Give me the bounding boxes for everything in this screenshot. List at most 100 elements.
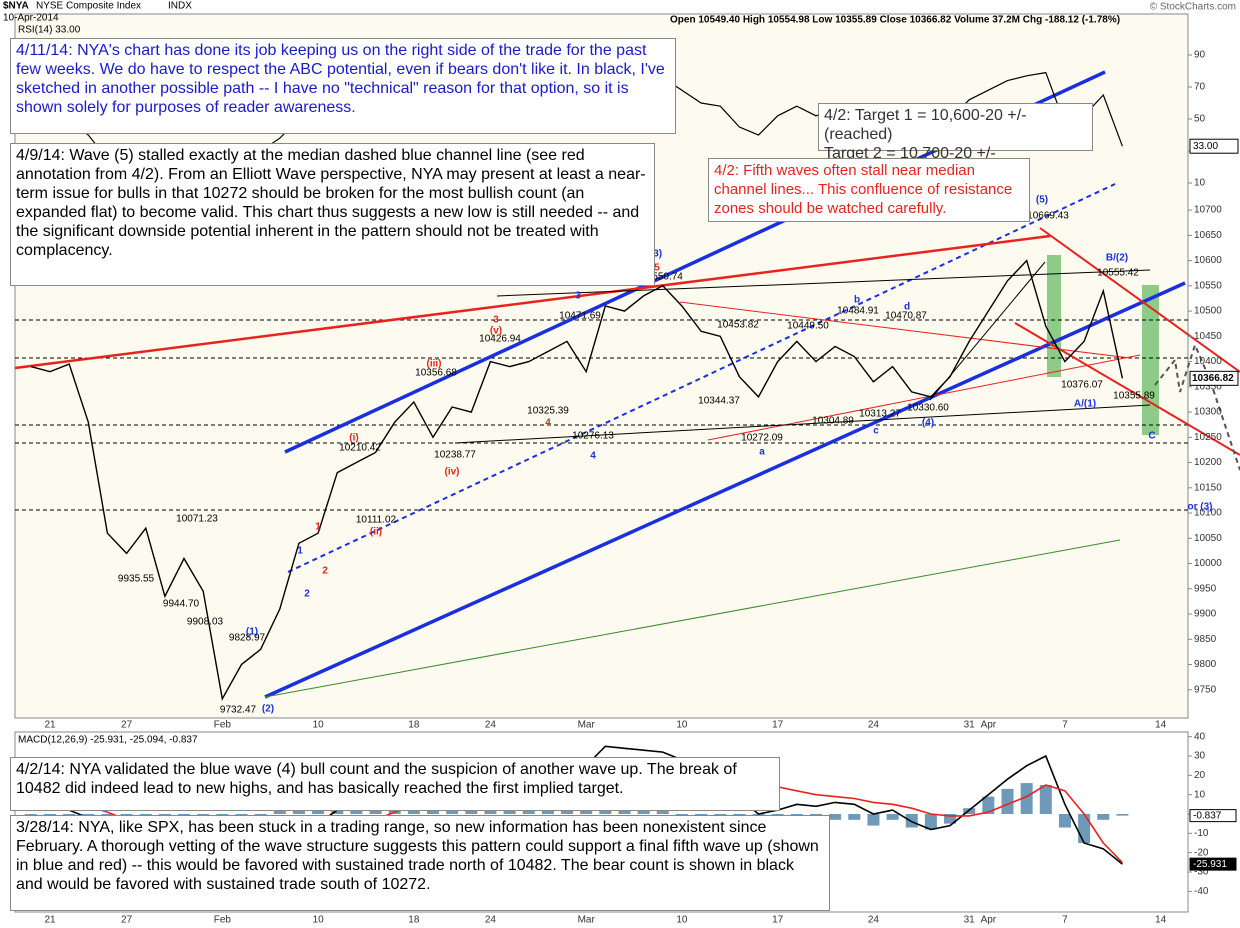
x-tick-label: Apr: [981, 720, 997, 731]
index-name: NYSE Composite Index: [36, 1, 141, 12]
symbol: $NYA: [3, 1, 29, 12]
quote: Open 10549.40 High 10554.98 Low 10355.89…: [670, 15, 1120, 26]
x-tick-label: Feb: [214, 915, 232, 926]
y-tick-label: 50: [1194, 114, 1206, 125]
histogram-bar: [675, 814, 688, 816]
histogram-bar: [580, 808, 593, 814]
price-label: 10210.42: [339, 443, 381, 454]
exchange: INDX: [168, 1, 192, 12]
wave-label: or (3): [1188, 502, 1213, 513]
y-tick-label: 10650: [1194, 230, 1222, 241]
histogram-bar: [1058, 814, 1071, 828]
wave-label: a: [759, 447, 765, 458]
trend-line: [679, 301, 1131, 359]
histogram-bar: [886, 814, 899, 820]
note: 3/28/14: NYA, like SPX, has been stuck i…: [10, 815, 830, 911]
note: 4/11/14: NYA's chart has done its job ke…: [10, 38, 676, 134]
value-tag-label: 10366.82: [1192, 373, 1234, 384]
y-tick-label: 10150: [1194, 482, 1222, 493]
histogram-bar: [1097, 814, 1110, 820]
y-tick-label: 10700: [1194, 205, 1222, 216]
price-label: 10344.37: [698, 396, 740, 407]
value-tag-label: -25.931: [1193, 859, 1227, 870]
y-tick-label: 9800: [1194, 659, 1217, 670]
x-tick-label: 24: [868, 720, 880, 731]
y-tick-label: -40: [1194, 886, 1209, 897]
channel-line: [1014, 322, 1240, 456]
y-tick-label: 9750: [1194, 684, 1217, 695]
note-line: Target 2 = 10,700-20 +/-: [824, 145, 996, 162]
resistance-line: [14, 234, 1051, 370]
x-tick-label: 10: [313, 720, 325, 731]
wave-label: (iv): [445, 467, 460, 478]
price-label: 10272.09: [741, 433, 783, 444]
x-tick-label: 21: [44, 720, 56, 731]
note: 4/2: Fifth waves often stall near median…: [708, 158, 1030, 222]
note: 4/2/14: NYA validated the blue wave (4) …: [10, 757, 780, 811]
value-tag: [1189, 370, 1239, 386]
rsi-title: RSI(14) 33.00: [18, 25, 81, 36]
overlays: [14, 70, 1240, 699]
price-label: 10356.68: [415, 368, 457, 379]
histogram-bar: [656, 808, 669, 814]
y-tick-label: 10500: [1194, 306, 1222, 317]
y-tick-label: 10000: [1194, 558, 1222, 569]
wave-label: B/(2): [1106, 253, 1128, 264]
y-tick-label: 10400: [1194, 356, 1222, 367]
wave-label: C: [1148, 431, 1155, 442]
price-label: 9828.97: [229, 633, 266, 644]
wave-label: (5): [1036, 195, 1048, 206]
price-label: 10669.43: [1027, 211, 1069, 222]
value-tag: [1189, 138, 1239, 154]
note: 4/9/14: Wave (5) stalled exactly at the …: [10, 143, 655, 286]
histogram-bar: [1020, 783, 1033, 814]
histogram-bar: [924, 814, 937, 830]
histogram-bar: [982, 796, 995, 814]
price-label: 10555.42: [1097, 268, 1139, 279]
price-label: 10238.77: [434, 450, 476, 461]
y-tick-label: 9950: [1194, 583, 1217, 594]
histogram-bar: [1078, 814, 1091, 843]
wave-label: 2: [322, 566, 328, 577]
x-tick-label: 17: [772, 915, 784, 926]
y-tick-label: 30: [1194, 751, 1206, 762]
price-label: 10111.02: [356, 515, 397, 526]
wave-label: (4): [922, 418, 934, 429]
price-label: 9944.70: [163, 599, 200, 610]
wave-label: 1: [315, 522, 321, 533]
price-label: 10071.23: [176, 514, 218, 525]
value-tag-label: -0.837: [1193, 810, 1222, 821]
histogram-bar: [867, 814, 880, 826]
histogram-bar: [848, 814, 861, 820]
histogram-bar: [1116, 814, 1129, 816]
green-zone: [1142, 285, 1159, 435]
price-line: [30, 259, 1124, 701]
date: 10-Apr-2014: [3, 13, 59, 24]
y-tick-label: 10250: [1194, 432, 1222, 443]
wave-label: d: [904, 302, 910, 313]
trend-line: [454, 404, 1151, 444]
value-tag-label: 33.00: [1193, 141, 1218, 152]
x-tick-label: 18: [408, 720, 420, 731]
wave-label: (i): [349, 433, 358, 444]
y-tick-label: 40: [1194, 731, 1206, 742]
x-tick-label: 24: [485, 720, 497, 731]
price-label: 9935.55: [118, 574, 155, 585]
x-tick-label: Apr: [981, 915, 997, 926]
x-tick-label: Mar: [578, 915, 596, 926]
x-tick-label: 24: [485, 915, 497, 926]
wave-label: (2): [262, 704, 274, 715]
wave-label: c: [873, 426, 879, 437]
wave-label: 3: [575, 291, 581, 302]
y-tick-label: -10: [1194, 828, 1209, 839]
histogram-bar: [1039, 785, 1052, 814]
x-tick-label: 24: [868, 915, 880, 926]
price-label: 10304.89: [812, 416, 854, 427]
x-tick-label: 17: [772, 720, 784, 731]
channel-line: [264, 281, 1186, 699]
histogram-bar: [273, 810, 286, 814]
x-tick-label: 7: [1062, 915, 1068, 926]
wave-label: 1: [297, 546, 303, 557]
price-label: 10355.89: [1113, 391, 1155, 402]
price-label: 9732.47: [220, 705, 257, 716]
